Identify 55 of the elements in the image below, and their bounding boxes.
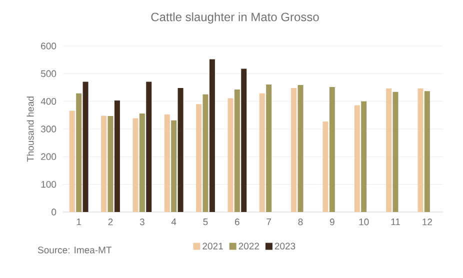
bar xyxy=(171,120,177,212)
legend-label: 2022 xyxy=(238,242,259,250)
bar xyxy=(76,93,82,212)
x-tick-label: 10 xyxy=(359,218,369,226)
bar xyxy=(209,59,215,212)
bar xyxy=(259,93,265,212)
bar xyxy=(164,114,170,212)
y-tick-label: 300 xyxy=(40,126,56,132)
legend-label: 2021 xyxy=(202,242,223,250)
x-tick-label: 1 xyxy=(76,218,82,226)
bar xyxy=(132,118,138,212)
x-tick-label: 4 xyxy=(171,218,176,226)
bar xyxy=(196,104,202,212)
x-tick-label: 5 xyxy=(203,218,208,226)
bar xyxy=(202,94,208,212)
bar xyxy=(241,68,247,212)
bar xyxy=(392,92,398,212)
y-tick-label: 200 xyxy=(41,153,56,160)
legend-label: 2023 xyxy=(274,242,296,250)
bar xyxy=(291,88,297,212)
bar xyxy=(266,84,272,212)
x-tick-label: 7 xyxy=(266,218,272,226)
y-tick-label: 600 xyxy=(41,42,56,50)
chart-title: Cattle slaughter in Mato Grosso xyxy=(151,12,319,24)
y-tick-label: 400 xyxy=(40,98,56,105)
bar xyxy=(228,98,234,212)
x-tick-label: 9 xyxy=(330,218,334,226)
bar xyxy=(361,101,367,212)
x-tick-label: 8 xyxy=(298,218,303,226)
bar xyxy=(108,116,114,212)
x-tick-label: 12 xyxy=(422,218,432,226)
bar xyxy=(322,122,328,212)
y-axis-title: Thousand head xyxy=(26,96,34,162)
x-tick-label: 2 xyxy=(108,218,113,226)
bar xyxy=(418,88,424,212)
y-tick-label: 0 xyxy=(52,208,56,216)
x-tick-label: 3 xyxy=(140,218,144,226)
bar xyxy=(424,91,430,212)
bar xyxy=(354,105,360,212)
bar xyxy=(329,86,335,212)
bar xyxy=(298,85,304,212)
y-tick-label: 100 xyxy=(41,180,56,188)
bar xyxy=(146,82,152,212)
x-tick-label: 11 xyxy=(391,218,400,226)
y-tick-label: 500 xyxy=(41,70,56,78)
bar xyxy=(101,116,107,212)
bar xyxy=(139,114,145,212)
bar xyxy=(386,88,392,212)
bar xyxy=(178,88,184,212)
bar xyxy=(69,110,75,212)
bar xyxy=(82,82,88,212)
source-note: Source: Imea-MT xyxy=(38,246,112,254)
bar xyxy=(114,100,120,212)
bar xyxy=(234,89,240,212)
x-tick-label: 6 xyxy=(235,218,240,226)
